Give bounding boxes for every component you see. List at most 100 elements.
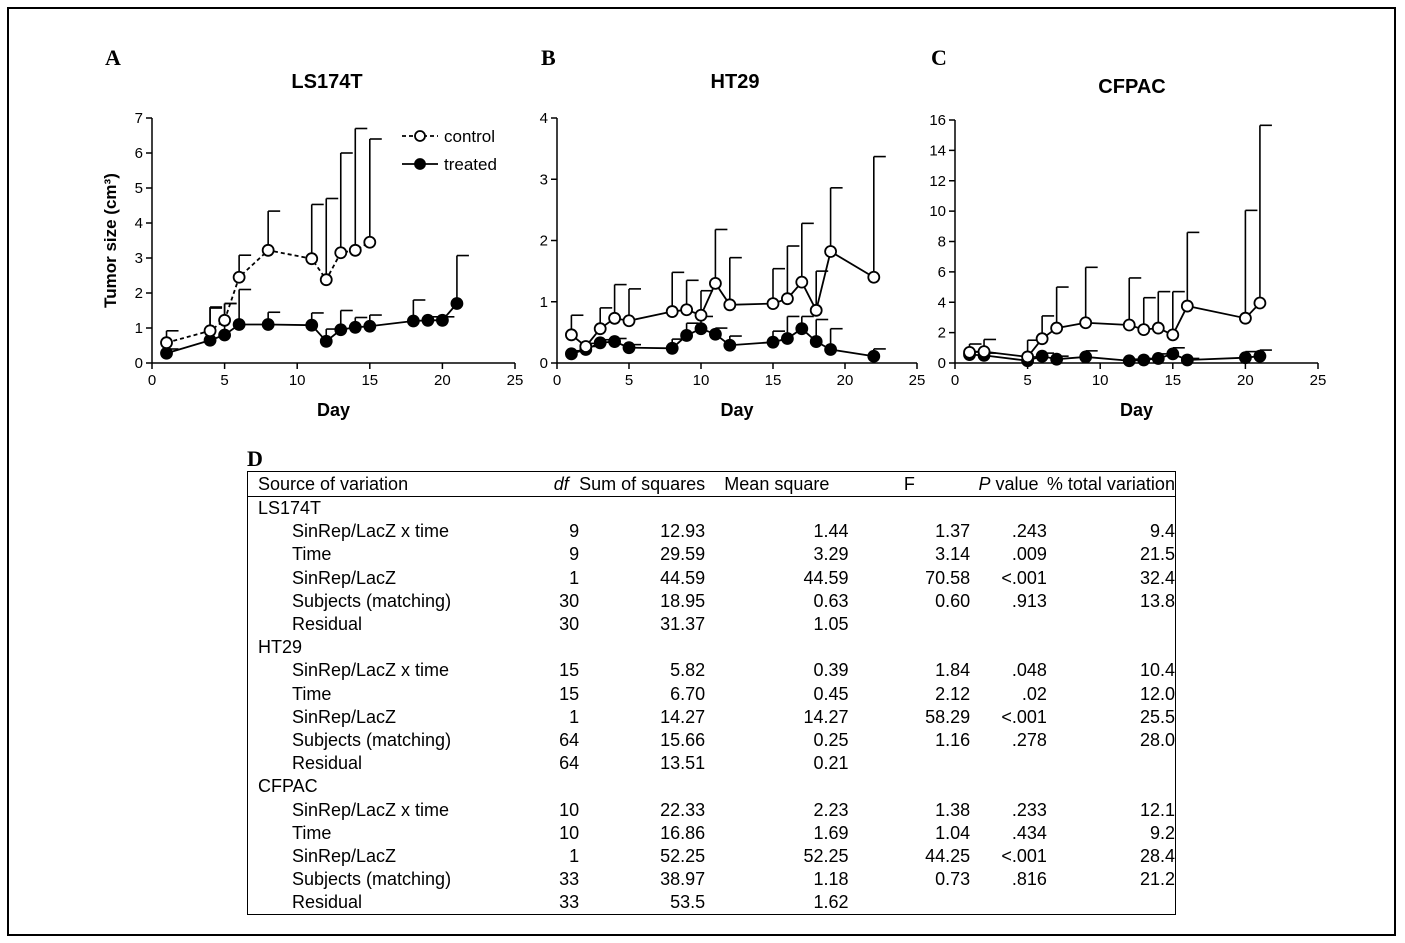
data-point-control [680,303,693,317]
data-point-treated [1239,351,1252,365]
table-header-row: Source of variation df Sum of squares Me… [248,472,1175,497]
cell-sum-of-squares [579,636,705,659]
cell-total-variation [1047,775,1175,798]
data-point-control [963,345,976,359]
data-point-treated [781,332,794,345]
header-sum-of-squares: Sum of squares [579,472,706,497]
cell-df: 33 [559,892,580,913]
y-tick-label: 16 [929,112,946,129]
table-row: Subjects (matching) 33 38.97 1.18 0.73 .816 21… [248,868,1175,891]
series-line-control [969,302,1261,358]
cell-p-value [970,613,1047,636]
cell-source: Subjects (matching) [292,729,452,750]
data-point-control [1079,316,1093,330]
data-point-control [1151,321,1165,335]
data-point-control [1239,311,1252,325]
data-point-control [160,336,173,350]
series-control [160,127,382,350]
cell-sum-of-squares: 53.5 [670,892,706,913]
x-tick-label: 25 [909,372,926,389]
cell-f: 2.12 [935,683,971,704]
data-point-treated [665,341,679,355]
cell-df: 30 [559,614,580,635]
cell-f: 1.04 [935,822,971,843]
legend: control treated [402,127,497,174]
cell-p-value: .048 [1011,660,1047,681]
cell-total-variation [1047,613,1175,636]
cell-mean-square [705,775,848,798]
cell-mean-square: 1.44 [813,521,849,542]
data-point-treated [1253,349,1267,363]
cell-df: 9 [569,544,580,565]
data-point-control [809,303,823,317]
cell-source: SinRep/LacZ [292,706,397,727]
cell-total-variation: 12.0 [1139,683,1175,704]
cell-mean-square: 1.69 [813,822,849,843]
cell-sum-of-squares: 16.86 [660,822,706,843]
data-point-treated [1137,353,1151,367]
cell-total-variation: 28.0 [1139,729,1175,750]
table-group-row: CFPAC [248,775,1175,798]
x-tick-label: 15 [1164,372,1181,389]
data-point-control [795,275,809,289]
cell-source: SinRep/LacZ x time [292,521,450,542]
data-point-control [348,243,362,257]
y-tick-label: 8 [938,234,946,251]
data-point-treated [406,314,420,328]
chart-title: CFPAC [1098,76,1165,98]
y-tick-label: 6 [135,145,143,162]
data-point-treated [261,318,275,331]
cell-f: 1.84 [935,660,971,681]
table-row: SinRep/LacZ 1 14.27 14.27 58.29 <.001 25.5 [248,706,1175,729]
y-tick-label: 12 [929,173,946,190]
cell-p-value: .816 [1011,869,1047,890]
chart-ht29: HT29 0 5 10 15 20 25 0 1 2 3 4 Day [540,71,926,420]
cell-total-variation: 21.2 [1139,869,1175,890]
data-point-treated [608,335,621,348]
x-tick-label: 25 [507,372,524,389]
data-point-treated [694,322,708,336]
data-point-control [319,273,333,287]
cell-mean-square: 1.05 [813,614,849,635]
cell-f: 1.37 [935,521,971,542]
header-mean-square: Mean square [705,472,849,497]
x-tick-label: 15 [765,372,782,389]
x-tick-label: 5 [625,372,633,389]
cell-total-variation [1047,636,1175,659]
cell-df: 10 [559,822,580,843]
cell-total-variation [1047,497,1175,521]
cell-df: 1 [569,567,580,588]
cell-source: SinRep/LacZ [292,845,397,866]
panel-label-c: C [931,45,947,70]
series-line-control [166,241,371,344]
table-row: SinRep/LacZ x time 15 5.82 0.39 1.84 .048 10.4 [248,659,1175,682]
table-row: Time 15 6.70 0.45 2.12 .02 12.0 [248,683,1175,706]
data-point-control [334,246,348,260]
cell-p-value: .233 [1011,799,1047,820]
x-tick-label: 0 [148,372,156,389]
legend-marker [414,130,426,142]
cell-df: 15 [559,660,580,681]
cell-sum-of-squares: 6.70 [670,683,706,704]
x-tick-label: 10 [693,372,710,389]
cell-sum-of-squares: 22.33 [660,799,706,820]
cell-df [543,636,579,659]
data-point-treated [450,297,464,310]
header-source: Source of variation [248,472,544,497]
table-row: SinRep/LacZ 1 52.25 52.25 44.25 <.001 28.4 [248,845,1175,868]
series-line-treated [571,327,874,358]
series-treated [565,315,886,363]
cell-sum-of-squares: 18.95 [660,590,706,611]
panel-label-a: A [105,45,121,70]
data-point-treated [766,335,780,349]
panel-label-b: B [541,45,556,70]
table-row: SinRep/LacZ x time 9 12.93 1.44 1.37 .243 9.4 [248,520,1175,543]
cell-f: 0.73 [935,869,971,890]
cell-f [849,775,971,798]
anova-table: Source of variation df Sum of squares Me… [247,471,1176,915]
cell-total-variation: 21.5 [1139,544,1175,565]
cell-df [543,775,579,798]
table-row: Residual 64 13.51 0.21 [248,752,1175,775]
data-point-treated [363,319,377,333]
